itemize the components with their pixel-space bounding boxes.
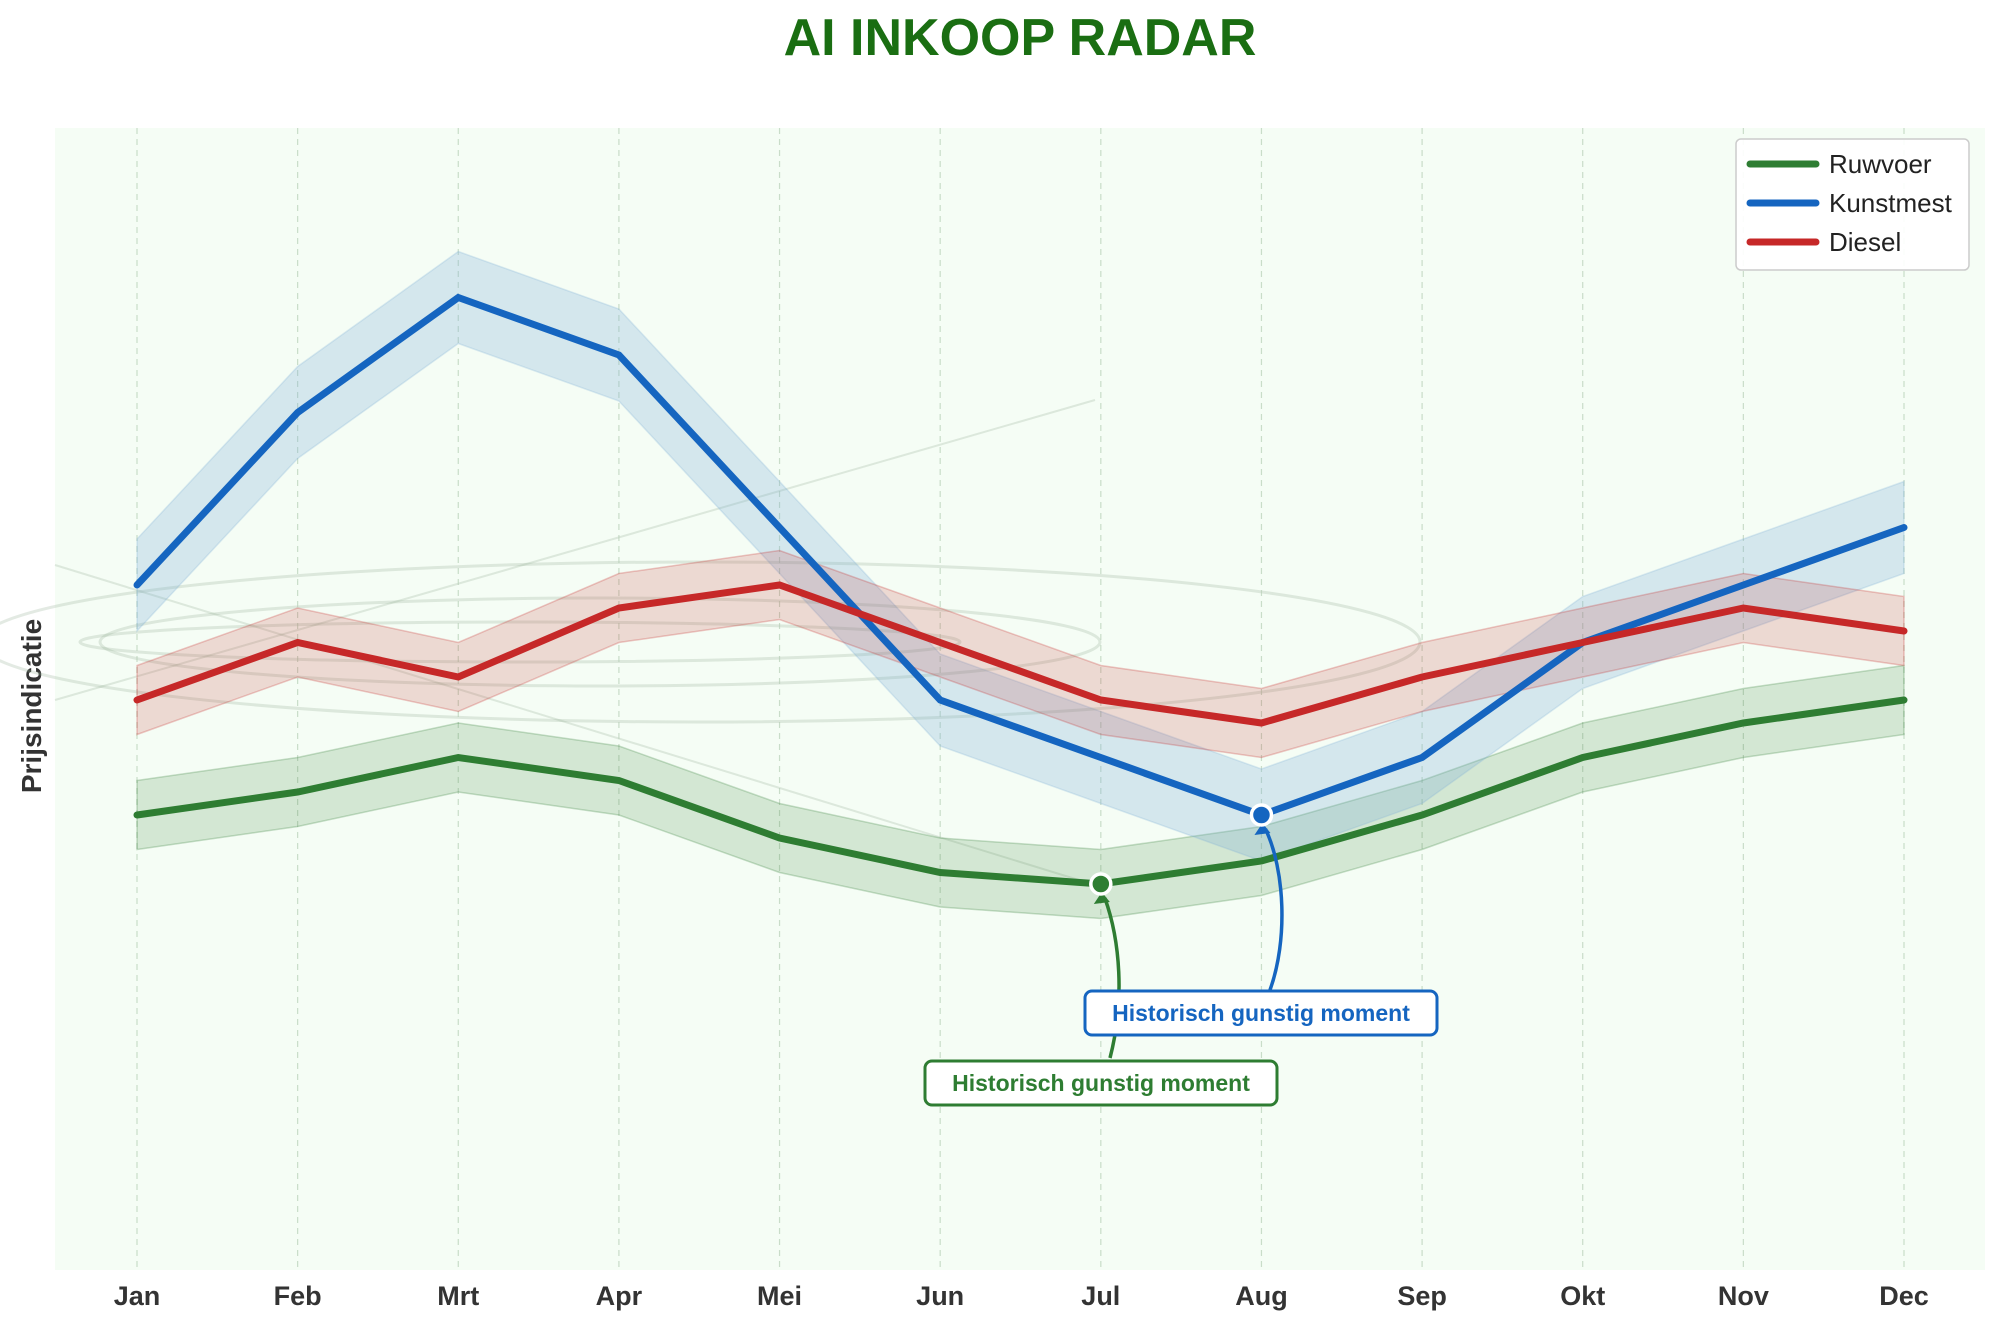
series-line-diesel [133,581,1908,727]
grid [136,128,1905,1270]
x-tick-mrt: Mrt [437,1281,479,1311]
annotation-arrowhead-kunstmest [1254,823,1271,835]
annotation-text-kunstmest: Historisch gunstig moment [1112,1000,1410,1026]
annotation-box-kunstmest [1083,989,1439,1037]
x-tick-aug: Aug [1235,1281,1287,1311]
x-tick-jan: Jan [114,1281,161,1311]
x-tick-apr: Apr [596,1281,643,1311]
x-tick-jun: Jun [916,1281,964,1311]
x-tick-dec: Dec [1879,1281,1929,1311]
annotation-arrow-kunstmest [1263,828,1284,991]
annotation-text-ruwvoer: Historisch gunstig moment [952,1070,1250,1096]
confidence-bands [136,250,1905,920]
x-tick-okt: Okt [1560,1281,1605,1311]
annotation-box-ruwvoer [923,1059,1279,1107]
x-tick-mei: Mei [757,1281,802,1311]
x-tick-sep: Sep [1397,1281,1447,1311]
band-kunstmest [136,250,1905,862]
decorative-watermark [0,399,1422,886]
legend-label-ruwvoer: Ruwvoer [1829,149,1932,179]
x-tick-jul: Jul [1081,1281,1120,1311]
marker-ruwvoer-jul [1089,872,1113,896]
annotations: Historisch gunstig moment Historisch guns… [923,803,1439,1107]
series-line-ruwvoer [133,696,1908,888]
legend-box [1735,138,1970,271]
x-tick-nov: Nov [1718,1281,1769,1311]
band-ruwvoer [136,664,1905,920]
marker-kunstmest-aug [1249,803,1274,827]
legend: Ruwvoer Kunstmest Diesel [1735,138,1970,271]
series-line-kunstmest [133,293,1908,819]
x-tick-feb: Feb [274,1281,322,1311]
legend-label-diesel: Diesel [1829,227,1901,257]
annotation-arrowhead-ruwvoer [1093,892,1110,904]
series-lines [133,293,1908,888]
chart-title: AI INKOOP RADAR [783,9,1257,67]
band-diesel [136,549,1905,759]
legend-label-kunstmest: Kunstmest [1829,188,1953,218]
annotation-arrow-ruwvoer [1103,897,1121,1059]
x-axis-ticks: Jan Feb Mrt Apr Mei Jun Jul Aug Sep Okt Nov Dec [114,1281,1929,1311]
